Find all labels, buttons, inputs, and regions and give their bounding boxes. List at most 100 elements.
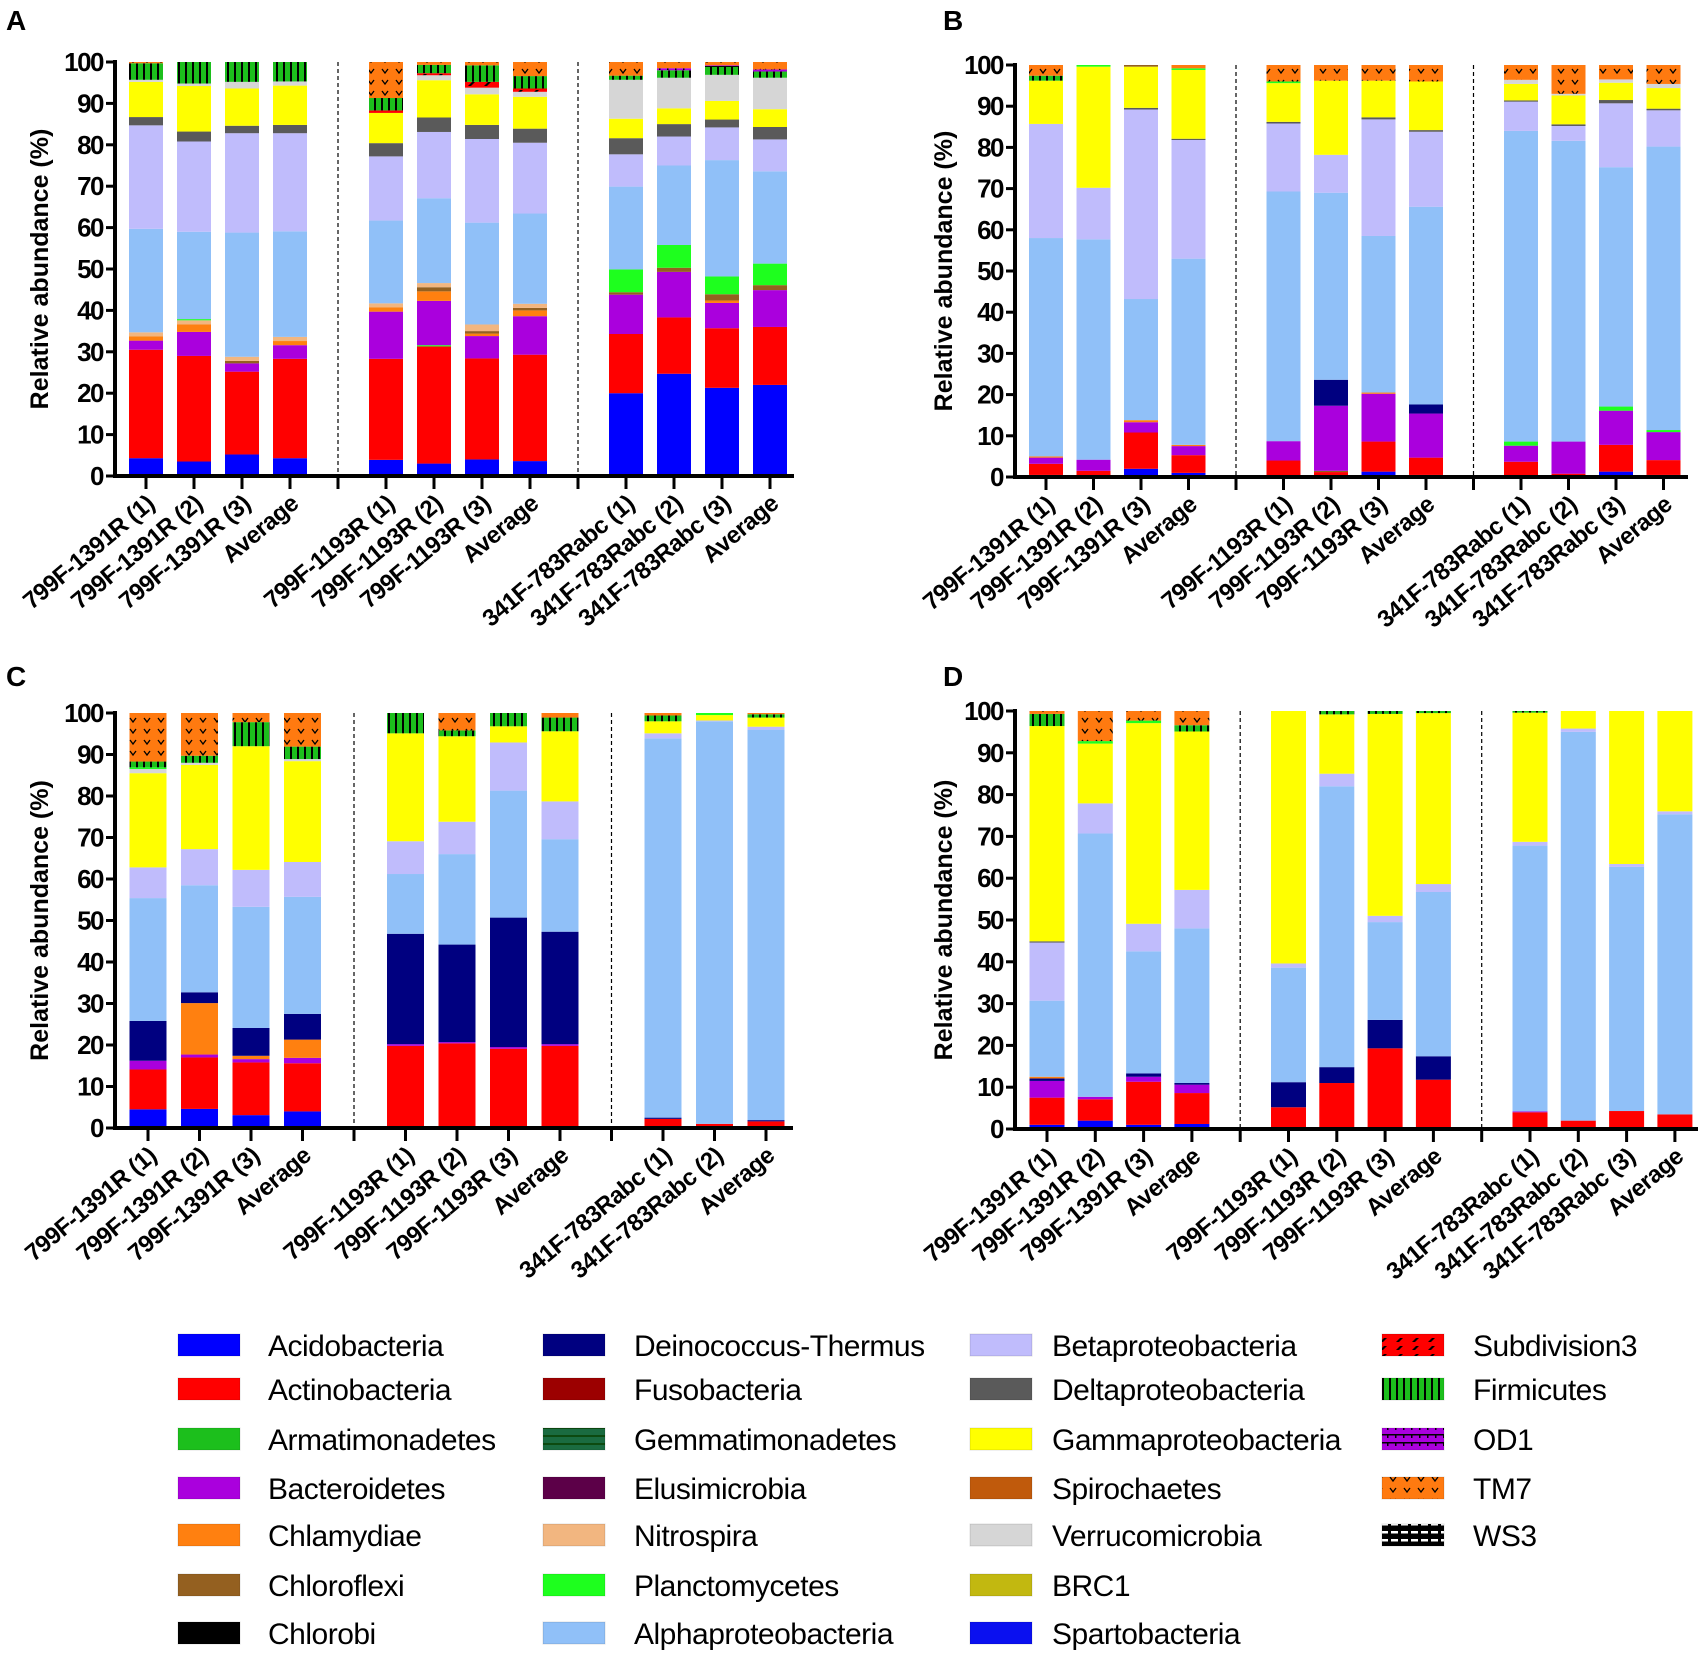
- legend-item: Bacteroidetes: [177, 1473, 445, 1506]
- bar-segment-od1: [753, 69, 787, 72]
- bar-segment-nitrospira: [273, 336, 307, 342]
- bar: [1367, 711, 1403, 1129]
- bar-segment-firmicutes: [1367, 711, 1403, 714]
- y-tick-label: 0: [990, 1114, 1004, 1144]
- bar: [747, 713, 785, 1128]
- bar-segment-betaproteobacteria: [513, 142, 547, 214]
- legend-item: Alphaproteobacteria: [542, 1618, 894, 1651]
- bar-segment-deinococcus-thermus: [129, 1020, 167, 1061]
- legend-label: Acidobacteria: [268, 1330, 444, 1363]
- bar-segment-actinobacteria: [1599, 444, 1633, 472]
- bar-segment-gammaproteobacteria: [129, 773, 167, 868]
- bar-segment-firmicutes: [1029, 75, 1063, 81]
- bar-segment-actinobacteria: [753, 326, 787, 385]
- bar-segment-verrucomicrobia: [129, 769, 167, 774]
- bar-segment-verrucomicrobia: [465, 87, 499, 95]
- bar-segment-planctomycetes: [753, 263, 787, 286]
- bar-segment-planctomycetes: [417, 345, 451, 347]
- bar-segment-verrucomicrobia: [657, 77, 691, 109]
- legend-item: Betaproteobacteria: [969, 1330, 1298, 1363]
- bar-segment-deinococcus-thermus: [1409, 404, 1443, 414]
- y-tick-label: 80: [77, 781, 104, 811]
- bar-segment-alphaproteobacteria: [1657, 814, 1693, 1115]
- bar: [753, 62, 787, 476]
- bar-segment-gammaproteobacteria: [1029, 80, 1063, 124]
- bar-segment-bacteroidetes: [1409, 413, 1443, 458]
- bar-segment-gammaproteobacteria: [1415, 713, 1451, 885]
- bar-segment-bacteroidetes: [465, 336, 499, 359]
- bar-segment-tm7: [1646, 65, 1681, 84]
- bar-segment-betaproteobacteria: [657, 136, 691, 166]
- bar-segment-gammaproteobacteria: [1657, 711, 1693, 812]
- legend-label: Alphaproteobacteria: [634, 1618, 894, 1651]
- legend-item: Gemmatimonadetes: [542, 1424, 897, 1457]
- bar-segment-actinobacteria: [284, 1063, 321, 1112]
- legend-item: Fusobacteria: [542, 1374, 803, 1407]
- y-tick-label: 100: [64, 47, 104, 77]
- bar-segment-od1: [657, 68, 691, 71]
- bar: [1077, 711, 1113, 1129]
- bar-segment-alphaproteobacteria: [181, 885, 218, 993]
- bar: [657, 62, 691, 476]
- bar-segment-firmicutes: [609, 75, 643, 80]
- bar-segment-chloroflexi: [609, 292, 643, 295]
- bar-segment-acidobacteria: [609, 393, 643, 476]
- bar-segment-bacteroidetes: [1124, 422, 1158, 433]
- bar-segment-acidobacteria: [657, 373, 691, 476]
- y-tick-label: 100: [964, 50, 1004, 80]
- bar-segment-deinococcus-thermus: [1314, 379, 1348, 406]
- bar-segment-verrucomicrobia: [181, 762, 218, 765]
- legend-swatch: [969, 1523, 1033, 1547]
- bar-segment-bacteroidetes: [753, 290, 787, 327]
- bar-segment-gammaproteobacteria: [273, 85, 307, 125]
- legend-swatch: [969, 1621, 1033, 1645]
- bar-segment-actinobacteria: [696, 1123, 733, 1128]
- bar-segment-gammaproteobacteria: [1504, 83, 1538, 101]
- bar-segment-gammaproteobacteria: [1361, 80, 1396, 118]
- bar-segment-betaproteobacteria: [129, 125, 163, 229]
- bar-segment-betaproteobacteria: [1029, 942, 1065, 1001]
- panel-label: B: [943, 5, 963, 36]
- bar-segment-betaproteobacteria: [181, 849, 218, 886]
- bar: [177, 62, 211, 476]
- legend-item: Chlorobi: [177, 1618, 376, 1651]
- bar-segment-betaproteobacteria: [1319, 773, 1355, 787]
- legend-item: Chlamydiae: [177, 1520, 422, 1553]
- bar-segment-acidobacteria: [369, 459, 403, 476]
- legend-swatch: [969, 1476, 1033, 1500]
- bar-segment-chlamydiae: [1171, 444, 1206, 447]
- bar-segment-verrucomicrobia: [129, 79, 163, 82]
- bar-segment-betaproteobacteria: [705, 127, 739, 161]
- bar-segment-bacteroidetes: [705, 302, 739, 329]
- legend-label: OD1: [1473, 1424, 1533, 1457]
- bar-segment-tm7: [1029, 65, 1063, 76]
- y-tick-label: 90: [977, 91, 1004, 121]
- y-tick-label: 10: [977, 1072, 1004, 1102]
- bar-segment-deinococcus-thermus: [541, 931, 579, 1045]
- bar-segment-alphaproteobacteria: [1409, 206, 1443, 405]
- bar-segment-alphaproteobacteria: [369, 220, 403, 304]
- panel-label: C: [6, 661, 26, 692]
- bar-segment-chlamydiae: [1029, 456, 1063, 458]
- y-tick-label: 90: [977, 738, 1004, 768]
- bar-segment-betaproteobacteria: [1126, 923, 1162, 952]
- bar-segment-betaproteobacteria: [1409, 131, 1443, 207]
- bar-segment-acidobacteria: [129, 1109, 167, 1128]
- legend-item: Deinococcus-Thermus: [542, 1330, 925, 1363]
- bar-segment-bacteroidetes: [181, 1054, 218, 1058]
- legend-label: Deltaproteobacteria: [1052, 1374, 1305, 1407]
- bar-segment-verrucomicrobia: [225, 81, 259, 89]
- bar-segment-deltaproteobacteria: [705, 119, 739, 128]
- bar-segment-verrucomicrobia: [1646, 83, 1681, 89]
- bar: [1171, 65, 1206, 477]
- bar-segment-bacteroidetes: [438, 1042, 476, 1044]
- bar: [1271, 711, 1306, 1129]
- bar-segment-alphaproteobacteria: [1124, 299, 1158, 421]
- legend-swatch: [542, 1377, 606, 1401]
- legend-item: Gammaproteobacteria: [969, 1424, 1342, 1457]
- bar-segment-actinobacteria: [177, 355, 211, 462]
- y-tick-label: 0: [990, 462, 1004, 492]
- legend-item: Acidobacteria: [177, 1330, 445, 1363]
- bar-segment-deinococcus-thermus: [644, 1117, 682, 1119]
- legend-label: Verrucomicrobia: [1052, 1520, 1262, 1553]
